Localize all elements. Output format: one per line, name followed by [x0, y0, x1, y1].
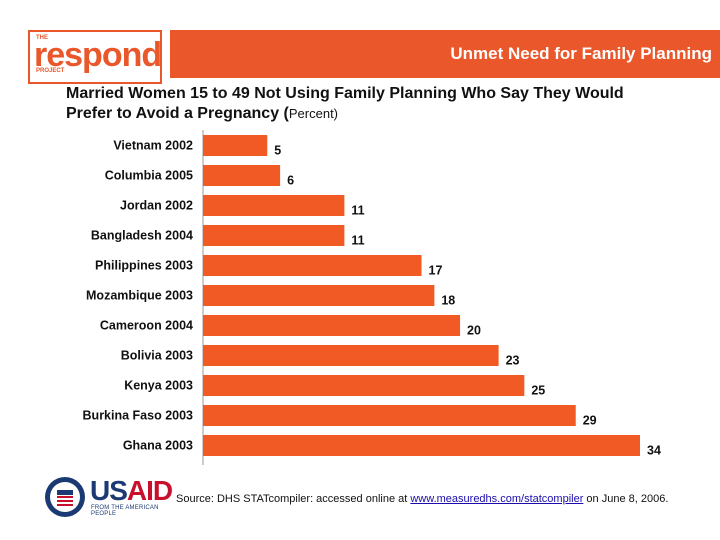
chart-title-unit: Percent)	[288, 106, 339, 121]
bar	[203, 375, 525, 396]
usaid-seal-icon	[45, 477, 85, 517]
usaid-tagline: FROM THE AMERICAN PEOPLE	[91, 505, 159, 517]
category-label: Jordan 2002	[120, 199, 193, 213]
logo-top-text: THE	[36, 35, 48, 41]
source-link[interactable]: www.measuredhs.com/statcompiler	[410, 493, 584, 505]
data-label: 25	[531, 384, 545, 398]
logo-main-text: respond	[34, 36, 162, 74]
bar-chart: Vietnam 2002 5 Columbia 2005 6 Jordan 2002 11…	[83, 130, 661, 465]
category-label: Mozambique 2003	[86, 289, 193, 303]
data-label: 29	[583, 414, 597, 428]
category-label: Bangladesh 2004	[91, 229, 193, 243]
slide-title: Unmet Need for Family Planning	[450, 44, 712, 63]
data-label: 11	[351, 234, 364, 248]
category-label: Columbia 2005	[105, 169, 193, 183]
bar	[203, 165, 281, 186]
category-label: Ghana 2003	[123, 439, 193, 453]
source-note: Source: DHS STATcompiler: accessed onlin…	[176, 493, 668, 505]
bar	[203, 345, 499, 366]
data-label: 6	[287, 174, 294, 188]
usaid-wordmark-aid: AID	[126, 475, 173, 506]
data-label: 17	[429, 264, 443, 278]
category-label: Burkina Faso 2003	[83, 409, 194, 423]
bar	[203, 255, 422, 276]
data-label: 5	[274, 144, 281, 158]
data-label: 34	[647, 444, 661, 458]
bar	[203, 315, 461, 336]
usaid-logo: USAID FROM THE AMERICAN PEOPLE	[44, 474, 184, 518]
usaid-wordmark-us: US	[90, 475, 128, 506]
bar	[203, 225, 345, 246]
bar	[203, 285, 435, 306]
category-label: Bolivia 2003	[121, 349, 193, 363]
usaid-wordmark: USAID	[90, 475, 173, 506]
header-bar: Unmet Need for Family Planning	[170, 30, 720, 78]
source-prefix: Source: DHS STATcompiler: accessed onlin…	[176, 493, 411, 505]
category-label: Vietnam 2002	[113, 139, 193, 153]
data-label: 20	[467, 324, 481, 338]
data-label: 18	[441, 294, 455, 308]
category-label: Kenya 2003	[124, 379, 193, 393]
bar	[203, 195, 345, 216]
bar	[203, 135, 268, 156]
category-label: Philippines 2003	[95, 259, 193, 273]
category-label: Cameroon 2004	[100, 319, 193, 333]
respond-project-logo: THE respond PROJECT	[28, 30, 162, 84]
bar	[203, 435, 640, 456]
chart-title-text: Married Women 15 to 49 Not Using Family …	[66, 85, 624, 122]
logo-bottom-text: PROJECT	[36, 68, 65, 74]
data-label: 11	[351, 204, 364, 218]
chart-title: Married Women 15 to 49 Not Using Family …	[66, 84, 666, 124]
bar	[203, 405, 576, 426]
data-label: 23	[506, 354, 520, 368]
source-suffix: on June 8, 2006.	[583, 493, 669, 505]
